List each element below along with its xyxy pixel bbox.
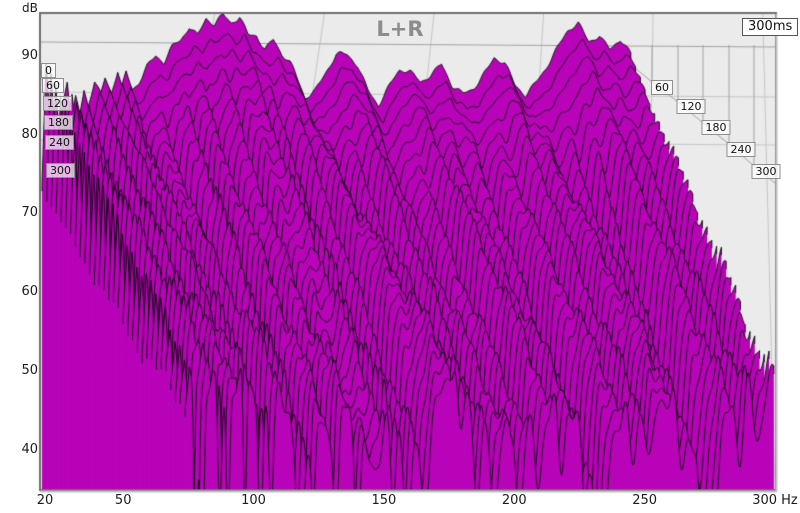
time-label-left-0: 0 (41, 63, 56, 78)
y-axis-unit-label: dB (22, 1, 38, 15)
x-tick-250: 250 (632, 493, 658, 508)
x-tick-200: 200 (501, 493, 527, 508)
chart-title: L+R (376, 17, 424, 41)
x-tick-50: 50 (114, 493, 132, 508)
time-label-right-180: 180 (701, 120, 731, 135)
window-length-badge: 300ms (742, 18, 799, 36)
y-tick-50: 50 (21, 363, 38, 378)
y-tick-80: 80 (21, 127, 38, 142)
x-tick-20: 20 (36, 493, 54, 508)
y-tick-40: 40 (21, 442, 38, 457)
time-label-right-120: 120 (676, 99, 706, 114)
y-tick-60: 60 (21, 284, 38, 299)
time-label-left-300: 300 (46, 163, 75, 178)
time-label-right-240: 240 (726, 142, 756, 157)
x-tick-100: 100 (241, 493, 266, 508)
x-tick-150: 150 (371, 493, 397, 508)
time-label-left-60: 60 (42, 78, 64, 93)
time-label-left-120: 120 (43, 96, 72, 111)
y-tick-70: 70 (21, 205, 38, 220)
y-tick-90: 90 (21, 48, 38, 63)
time-label-left-240: 240 (45, 135, 74, 150)
time-label-left-180: 180 (44, 115, 73, 130)
x-tick-300: 300 Hz (752, 493, 798, 508)
time-label-right-300: 300 (751, 164, 781, 179)
time-label-right-60: 60 (651, 80, 673, 95)
